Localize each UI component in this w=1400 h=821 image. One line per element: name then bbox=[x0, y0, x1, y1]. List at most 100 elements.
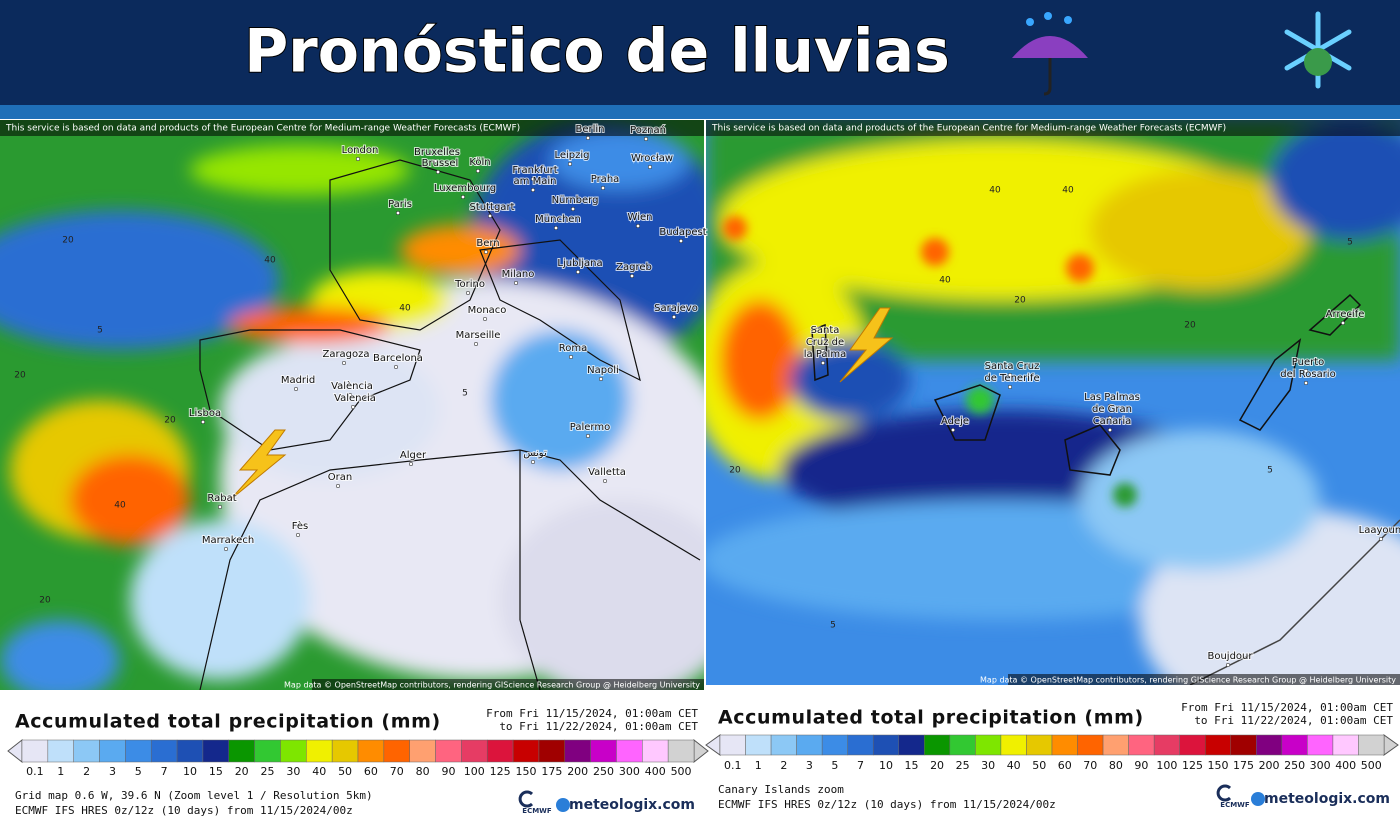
legend-swatch bbox=[202, 739, 230, 763]
city-label: am Main bbox=[514, 176, 557, 187]
legend-value: 10 bbox=[879, 759, 893, 772]
city-dot bbox=[678, 238, 684, 244]
legend-swatch bbox=[512, 739, 540, 763]
city-dot bbox=[487, 213, 493, 219]
city-label: Valencia bbox=[334, 393, 376, 404]
city-label: Cruz de bbox=[806, 337, 844, 348]
city-label: Bruxelles bbox=[414, 147, 460, 158]
contour-label: 5 bbox=[462, 389, 468, 399]
legend-swatch bbox=[280, 739, 307, 763]
attribution-bar bbox=[1008, 674, 1400, 685]
city-label: Leipzig bbox=[554, 150, 589, 161]
attribution: Map data © OpenStreetMap contributors, r… bbox=[980, 676, 1396, 685]
city-dot bbox=[600, 185, 606, 191]
city-label: Poznań bbox=[630, 124, 666, 136]
city-label: de Gran bbox=[1092, 404, 1132, 415]
city-dot bbox=[820, 348, 826, 354]
legend-value: 90 bbox=[441, 765, 455, 778]
city-dot bbox=[460, 194, 466, 200]
city-dot bbox=[1378, 536, 1384, 542]
city-dot bbox=[200, 419, 206, 425]
legend-swatch bbox=[1128, 734, 1155, 756]
city-dot bbox=[629, 273, 635, 279]
map-left bbox=[0, 120, 704, 690]
legend-value: 3 bbox=[806, 759, 813, 772]
legend-arrow-left bbox=[7, 738, 23, 764]
legend-value: 1 bbox=[57, 765, 64, 778]
snowflake-icon bbox=[1284, 11, 1352, 89]
map-right bbox=[706, 120, 1400, 685]
meteologix-logo: meteologix.com bbox=[1264, 791, 1390, 807]
legend-swatch bbox=[47, 739, 74, 763]
legend-swatch bbox=[1230, 734, 1257, 756]
notice-bar bbox=[0, 120, 704, 136]
legend-value: 5 bbox=[831, 759, 838, 772]
legend-swatch bbox=[796, 734, 823, 756]
city-label: Las Palmas bbox=[1084, 392, 1140, 403]
legend-arrow-right bbox=[1383, 734, 1399, 756]
meteologix-mark bbox=[556, 798, 570, 812]
contour-label: 40 bbox=[939, 276, 951, 286]
legend-swatch bbox=[538, 739, 566, 763]
legend-value: 250 bbox=[593, 765, 614, 778]
legend-value: 1 bbox=[755, 759, 762, 772]
legend-to: to Fri 11/22/2024, 01:00am CET bbox=[1194, 714, 1393, 727]
legend-value: 50 bbox=[1032, 759, 1046, 772]
city-label: Paris bbox=[388, 199, 412, 210]
city-dot bbox=[567, 161, 573, 167]
legend-swatch bbox=[898, 734, 925, 756]
ecmwf-logo: ECMWF bbox=[1220, 801, 1250, 809]
city-label: Marseille bbox=[456, 330, 501, 341]
legend-value: 500 bbox=[671, 765, 692, 778]
legend-swatch bbox=[125, 739, 152, 763]
city-dot bbox=[1340, 320, 1346, 326]
city-label: de Tenerife bbox=[984, 373, 1039, 384]
meteologix-mark bbox=[1251, 792, 1265, 806]
ecmwf-logo: ECMWF bbox=[522, 807, 552, 815]
city-label: del Rosario bbox=[1280, 369, 1335, 380]
city-label: Luxembourg bbox=[434, 183, 496, 194]
city-label: Canaria bbox=[1093, 416, 1132, 427]
city-label: Santa Cruz bbox=[985, 361, 1040, 372]
legend-swatch bbox=[1332, 734, 1359, 756]
contour-label: 40 bbox=[1062, 186, 1074, 196]
contour-label: 20 bbox=[1184, 321, 1196, 331]
contour-label: 20 bbox=[39, 596, 51, 606]
legend-swatch bbox=[73, 739, 100, 763]
legend-swatch bbox=[719, 734, 746, 756]
legend-value: 2 bbox=[780, 759, 787, 772]
attribution: Map data © OpenStreetMap contributors, r… bbox=[284, 681, 700, 690]
city-dot bbox=[1007, 384, 1013, 390]
legend-swatch bbox=[1281, 734, 1308, 756]
city-label: Rabat bbox=[207, 493, 236, 504]
legend-value: 5 bbox=[135, 765, 142, 778]
city-dot bbox=[473, 341, 479, 347]
legend-info: Grid map 0.6 W, 39.6 N (Zoom level 1 / R… bbox=[15, 789, 373, 802]
ecmwf-mark bbox=[518, 790, 534, 808]
city-dot bbox=[395, 210, 401, 216]
city-dot bbox=[465, 290, 471, 296]
legend-value: 10 bbox=[183, 765, 197, 778]
contour-label: 20 bbox=[1014, 296, 1026, 306]
notice: This service is based on data and produc… bbox=[5, 124, 520, 134]
city-label: München bbox=[535, 214, 581, 225]
city-dot bbox=[1107, 415, 1113, 421]
city-dot bbox=[393, 364, 399, 370]
contour-label: 5 bbox=[1267, 466, 1273, 476]
legend-value: 60 bbox=[1058, 759, 1072, 772]
legend-value: 250 bbox=[1284, 759, 1305, 772]
city-label: Puerto bbox=[1292, 357, 1325, 368]
legend-swatch bbox=[409, 739, 436, 763]
legend-swatch bbox=[1153, 734, 1180, 756]
legend-value: 200 bbox=[1259, 759, 1280, 772]
city-label: Nürnberg bbox=[552, 195, 599, 206]
legend-swatch bbox=[564, 739, 591, 763]
legend-value: 80 bbox=[416, 765, 430, 778]
legend-swatch bbox=[667, 739, 695, 763]
city-dot bbox=[643, 136, 649, 142]
contour-label: 40 bbox=[989, 186, 1001, 196]
legend-swatch bbox=[745, 734, 772, 756]
legend-swatch bbox=[616, 739, 643, 763]
city-label: Palermo bbox=[570, 422, 610, 433]
